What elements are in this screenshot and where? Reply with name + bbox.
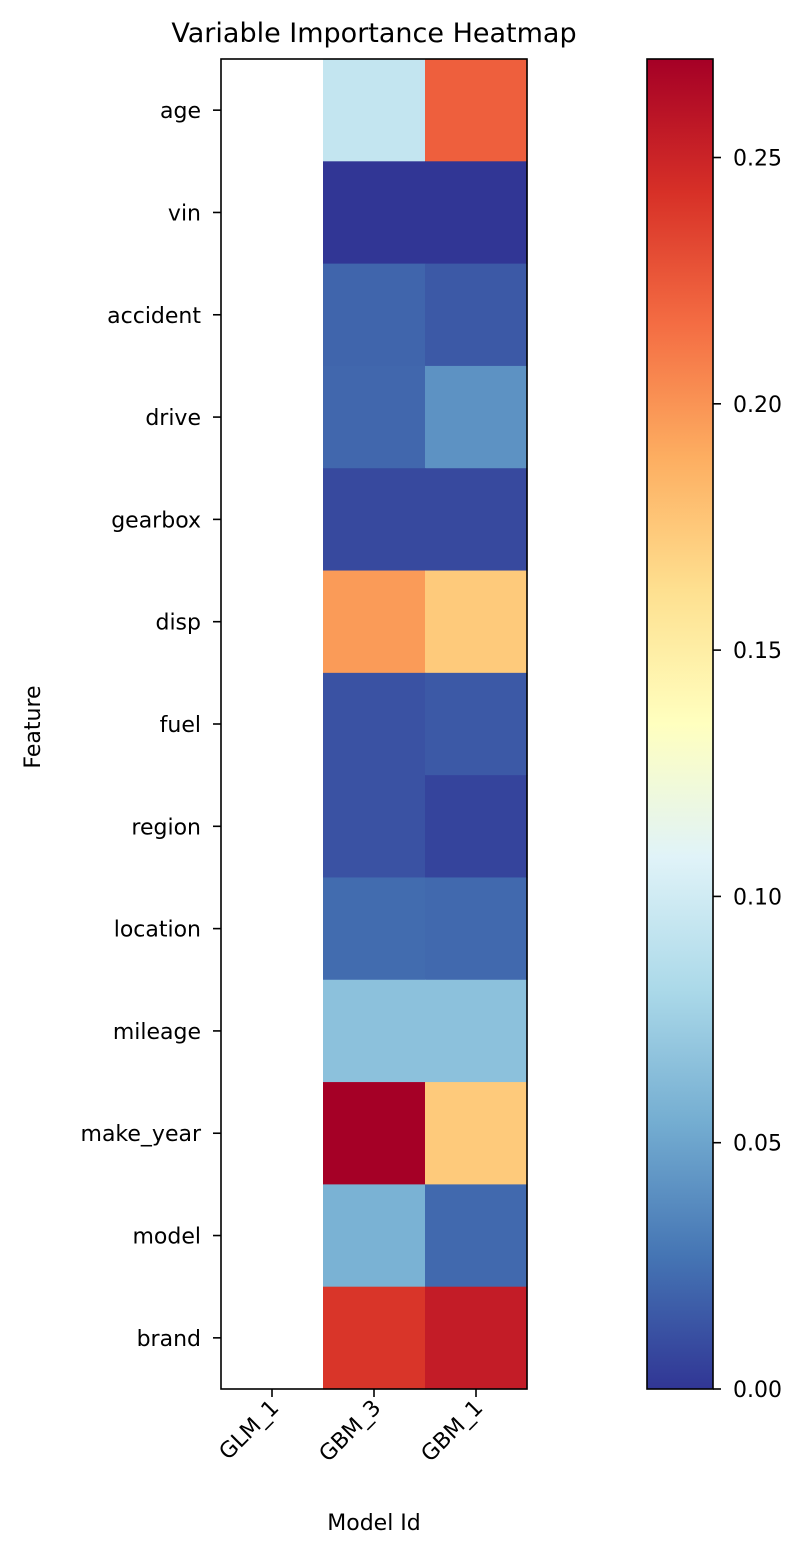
- colorbar-tick-label: 0.10: [733, 885, 782, 910]
- heatmap-cell-region-GBM_1: [425, 775, 528, 879]
- heatmap-cell-model-GBM_1: [425, 1184, 528, 1288]
- heatmap-cell-region-GBM_3: [323, 775, 426, 879]
- heatmap-cell-disp-GBM_1: [425, 570, 528, 674]
- heatmap-cell-make_year-GBM_1: [425, 1082, 528, 1185]
- y-axis-ticks: age vin accident drive gearbox disp fuel region…: [81, 99, 221, 1352]
- colorbar: [646, 58, 714, 1390]
- heatmap-cell-mileage-GBM_3: [323, 979, 426, 1083]
- y-tick-label: mileage: [113, 1020, 201, 1045]
- y-tick-label: vin: [168, 201, 201, 226]
- heatmap-cell-drive-GBM_1: [425, 365, 528, 469]
- heatmap-cell-location-GBM_3: [323, 877, 426, 981]
- heatmap-cell-disp-GBM_3: [323, 570, 426, 674]
- chart-title: Variable Importance Heatmap: [171, 18, 576, 49]
- y-tick-label: make_year: [81, 1122, 202, 1147]
- heatmap-cell-gearbox-GBM_3: [323, 468, 426, 572]
- heatmap-cell-age-GBM_3: [323, 59, 426, 162]
- x-tick-label: GBM_3: [315, 1396, 387, 1468]
- colorbar-tick-label: 0.15: [733, 639, 782, 664]
- x-tick-label: GLM_1: [215, 1396, 285, 1466]
- heatmap-cell-gearbox-GBM_1: [425, 468, 528, 572]
- heatmap-cell-model-GBM_3: [323, 1184, 426, 1288]
- y-axis-label: Feature: [21, 685, 46, 768]
- y-tick-label: disp: [155, 611, 201, 636]
- heatmap-cell-drive-GBM_3: [323, 365, 426, 469]
- heatmap-cell-fuel-GBM_3: [323, 672, 426, 776]
- y-tick-label: brand: [137, 1327, 201, 1352]
- x-tick-label: GBM_1: [417, 1396, 489, 1468]
- heatmap-cells: [323, 59, 528, 1390]
- heatmap-cell-location-GBM_1: [425, 877, 528, 981]
- heatmap-cell-accident-GBM_3: [323, 263, 426, 367]
- heatmap-cell-brand-GBM_3: [323, 1286, 426, 1390]
- colorbar-tick-label: 0.20: [733, 393, 782, 418]
- y-tick-label: region: [131, 815, 201, 840]
- colorbar-tick-label: 0.00: [733, 1378, 782, 1403]
- colorbar-ticks: 0.00 0.05 0.10 0.15 0.20 0.25: [713, 147, 782, 1403]
- y-tick-label: location: [114, 918, 201, 943]
- y-tick-label: fuel: [160, 713, 201, 738]
- heatmap-cell-make_year-GBM_3: [323, 1082, 426, 1185]
- heatmap-cell-age-GBM_1: [425, 59, 528, 162]
- y-tick-label: gearbox: [111, 508, 201, 533]
- y-tick-label: age: [160, 99, 201, 124]
- x-axis-ticks: GLM_1 GBM_3 GBM_1: [215, 1389, 489, 1468]
- heatmap-cell-vin-GBM_1: [425, 161, 528, 265]
- heatmap-cell-fuel-GBM_1: [425, 672, 528, 776]
- x-axis-label: Model Id: [327, 1511, 421, 1536]
- colorbar-tick-label: 0.05: [733, 1132, 782, 1157]
- y-tick-label: accident: [107, 304, 201, 329]
- colorbar-tick-label: 0.25: [733, 147, 782, 172]
- heatmap-cell-accident-GBM_1: [425, 263, 528, 367]
- heatmap-cell-vin-GBM_3: [323, 161, 426, 265]
- heatmap-cell-brand-GBM_1: [425, 1286, 528, 1390]
- heatmap-cell-mileage-GBM_1: [425, 979, 528, 1083]
- y-tick-label: model: [132, 1225, 201, 1250]
- y-tick-label: drive: [145, 406, 201, 431]
